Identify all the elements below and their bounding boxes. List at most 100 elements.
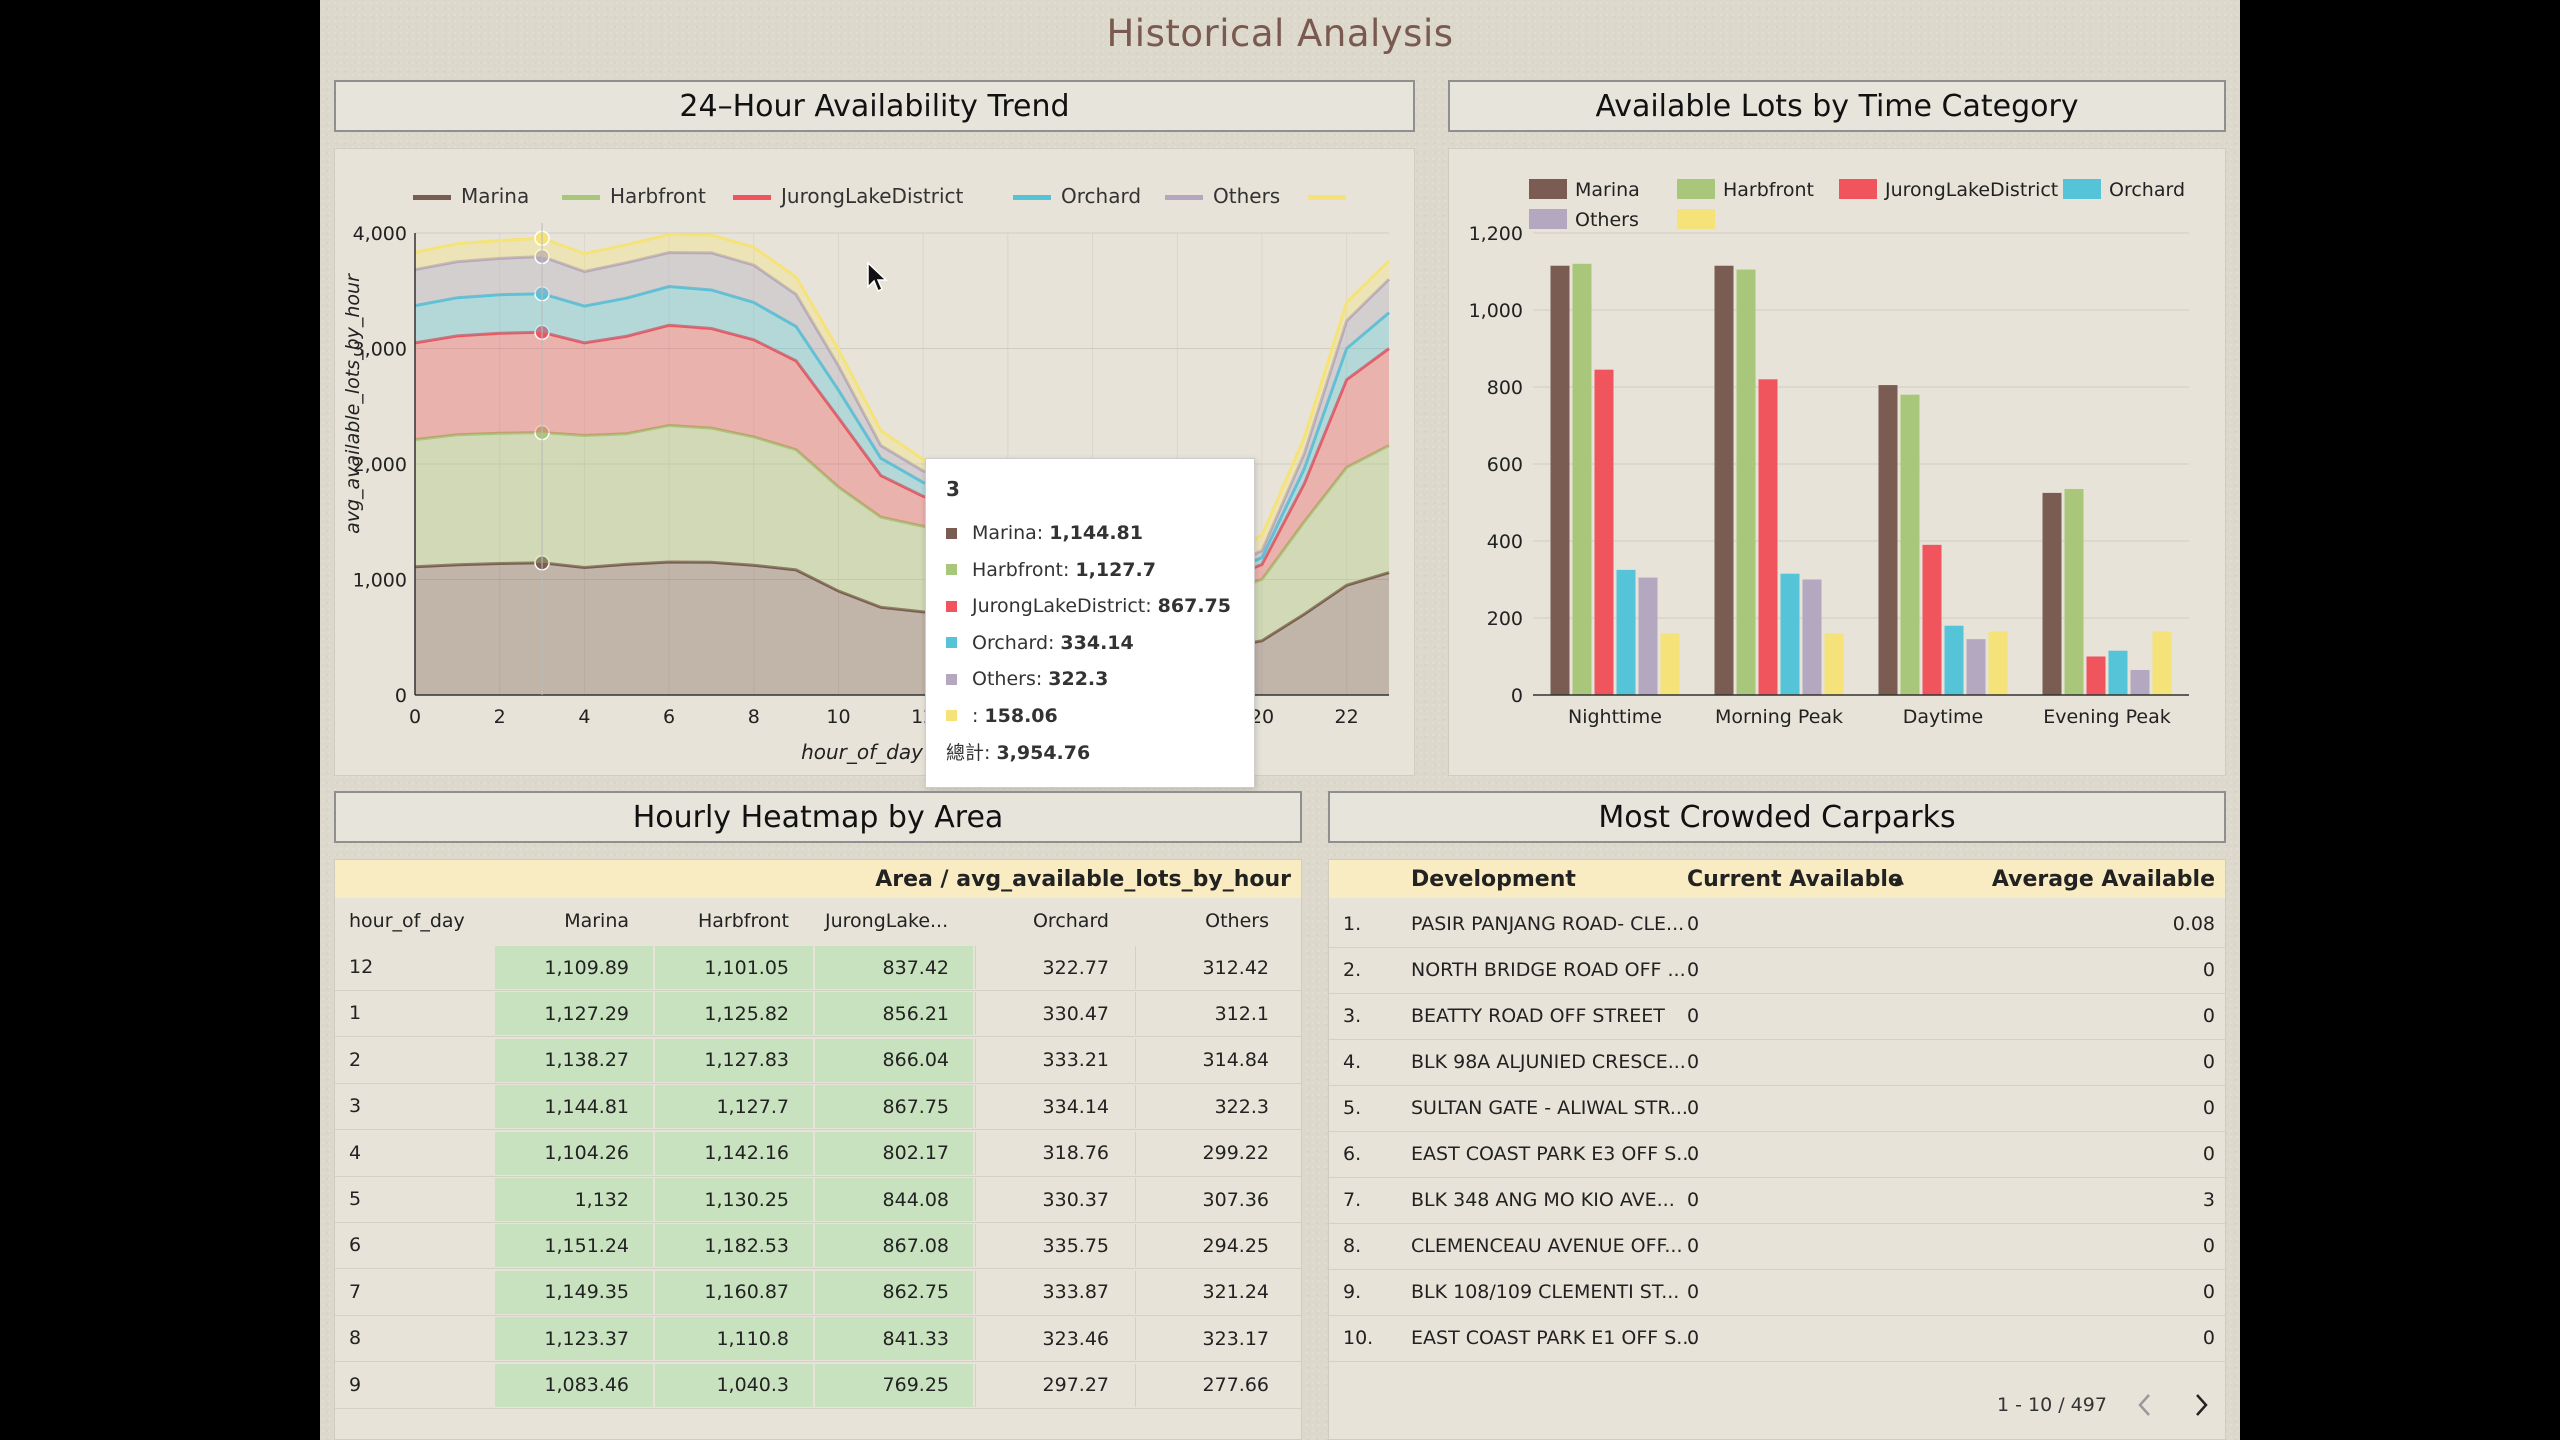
heatmap-cell: 844.08 xyxy=(815,1178,973,1221)
list-item[interactable]: 10. EAST COAST PARK E1 OFF S... 0 0 xyxy=(1329,1315,2225,1362)
x-axis-label: hour_of_day xyxy=(801,740,924,764)
sort-ascending-icon[interactable]: ▲ xyxy=(1894,872,1904,887)
bar[interactable] xyxy=(1988,631,2008,695)
legend-item[interactable]: Others xyxy=(1529,209,1639,231)
rank: 2. xyxy=(1343,959,1362,981)
bar[interactable] xyxy=(1736,269,1756,695)
average-available: 0 xyxy=(2202,959,2215,981)
tooltip-row-value: 322.3 xyxy=(1048,668,1109,691)
heatmap-cell: 837.42 xyxy=(815,946,973,989)
bar[interactable] xyxy=(2130,669,2150,695)
bar[interactable] xyxy=(1966,639,1986,695)
bar[interactable] xyxy=(2064,489,2084,695)
legend-item[interactable]: Harbfront xyxy=(562,184,706,208)
x-tick-label: 0 xyxy=(409,706,421,728)
bar[interactable] xyxy=(1900,394,1920,695)
bar[interactable] xyxy=(1616,569,1636,695)
tooltip-total-label: 總計: xyxy=(946,742,991,764)
list-item[interactable]: 8. CLEMENCEAU AVENUE OFF... 0 0 xyxy=(1329,1223,2225,1270)
area-series[interactable] xyxy=(415,252,1389,577)
col-development[interactable]: Development xyxy=(1411,866,1576,892)
legend-label: Others xyxy=(1213,184,1280,208)
list-item[interactable]: 1. PASIR PANJANG ROAD- CLE... 0 0.08 xyxy=(1329,901,2225,948)
heatmap-cell: 1,104.26 xyxy=(495,1131,653,1175)
development-name: BEATTY ROAD OFF STREET xyxy=(1411,1005,1665,1027)
tooltip-row-label: Harbfront: xyxy=(972,558,1070,581)
heatmap-column-5[interactable]: Others xyxy=(1205,910,1269,932)
list-item[interactable]: 2. NORTH BRIDGE ROAD OFF ... 0 0 xyxy=(1329,947,2225,994)
col-current-available[interactable]: Current Available xyxy=(1687,866,1903,892)
category-chart[interactable]: Marina Harbfront JurongLakeDistrict Orchard… xyxy=(1449,149,2227,777)
bar[interactable] xyxy=(1714,265,1734,695)
legend-item[interactable] xyxy=(1677,209,1715,229)
legend-item[interactable]: Orchard xyxy=(1013,184,1141,208)
heatmap-column-3[interactable]: JurongLake... xyxy=(825,910,949,932)
legend-item[interactable]: Marina xyxy=(1529,179,1640,201)
bar[interactable] xyxy=(2042,492,2062,695)
heatmap-cell: 1,160.87 xyxy=(655,1270,813,1314)
list-item[interactable]: 4. BLK 98A ALJUNIED CRESCE... 0 0 xyxy=(1329,1039,2225,1086)
heatmap-column-1[interactable]: Marina xyxy=(564,910,629,932)
development-name: SULTAN GATE - ALIWAL STR... xyxy=(1411,1097,1688,1119)
next-page-icon[interactable] xyxy=(2191,1392,2211,1418)
bar[interactable] xyxy=(1758,379,1778,695)
y-tick-label: 4,000 xyxy=(353,223,407,245)
tooltip-swatch xyxy=(946,600,957,612)
list-item[interactable]: 5. SULTAN GATE - ALIWAL STR... 0 0 xyxy=(1329,1085,2225,1132)
bar[interactable] xyxy=(1550,265,1570,695)
average-available: 0 xyxy=(2202,1051,2215,1073)
legend-item[interactable]: Others xyxy=(1165,184,1280,208)
bar[interactable] xyxy=(1638,577,1658,695)
tooltip-total-value: 3,954.76 xyxy=(996,742,1091,764)
heatmap-cell: 8 xyxy=(349,1327,362,1350)
bar[interactable] xyxy=(1594,369,1614,695)
bar[interactable] xyxy=(2086,656,2106,696)
list-item[interactable]: 9. BLK 108/109 CLEMENTI ST... 0 0 xyxy=(1329,1269,2225,1316)
heatmap-cell: 1,127.29 xyxy=(495,992,653,1036)
heatmap-cell: 299.22 xyxy=(1135,1131,1293,1175)
heatmap-column-4[interactable]: Orchard xyxy=(1032,910,1109,932)
heatmap-cell: 1,110.8 xyxy=(655,1317,813,1361)
prev-page-icon[interactable] xyxy=(2135,1392,2155,1418)
bar[interactable] xyxy=(1780,573,1800,695)
bar[interactable] xyxy=(2108,650,2128,695)
rank: 3. xyxy=(1343,1005,1362,1027)
bar[interactable] xyxy=(1824,633,1844,695)
col-average-available[interactable]: Average Available xyxy=(1991,866,2215,892)
tooltip-row-label: Others: xyxy=(972,668,1043,691)
heatmap-column-2[interactable]: Harbfront xyxy=(697,910,789,932)
legend-item[interactable] xyxy=(1308,195,1346,200)
bar[interactable] xyxy=(1572,263,1592,695)
development-name: BLK 108/109 CLEMENTI ST... xyxy=(1411,1281,1680,1303)
bar[interactable] xyxy=(1802,579,1822,696)
bar[interactable] xyxy=(1944,625,1964,695)
bar[interactable] xyxy=(1878,385,1898,695)
heatmap-cell: 1,132 xyxy=(495,1178,653,1221)
heatmap-cell: 802.17 xyxy=(815,1131,973,1175)
legend-label: JurongLakeDistrict xyxy=(1884,179,2058,201)
page-title: Historical Analysis xyxy=(1106,12,1454,55)
legend-item[interactable]: JurongLakeDistrict xyxy=(733,184,964,208)
legend-swatch xyxy=(733,195,771,200)
bar[interactable] xyxy=(1922,544,1942,695)
area-series[interactable] xyxy=(415,286,1389,582)
bar[interactable] xyxy=(1660,633,1680,695)
trend-tooltip: 3 Marina: 1,144.81 Harbfront: 1,127.7 Jurong… xyxy=(925,458,1255,788)
table-row: 12 1,109.89 1,101.05 837.42 322.77 312.42 xyxy=(335,944,1301,991)
legend-item[interactable]: Marina xyxy=(413,184,529,208)
area-series[interactable] xyxy=(415,325,1389,594)
list-item[interactable]: 3. BEATTY ROAD OFF STREET 0 0 xyxy=(1329,993,2225,1040)
heatmap-cell: 1,144.81 xyxy=(495,1085,653,1129)
tooltip-swatch xyxy=(946,673,957,685)
legend-item[interactable]: JurongLakeDistrict xyxy=(1839,179,2058,201)
legend-swatch xyxy=(562,195,600,200)
tooltip-row-label: Orchard: xyxy=(972,631,1055,654)
heatmap-cell: 322.3 xyxy=(1135,1085,1293,1129)
bar[interactable] xyxy=(2152,631,2172,695)
list-item[interactable]: 6. EAST COAST PARK E3 OFF S... 0 0 xyxy=(1329,1131,2225,1178)
heatmap-column-0[interactable]: hour_of_day xyxy=(349,910,465,932)
list-item[interactable]: 7. BLK 348 ANG MO KIO AVE... 0 3 xyxy=(1329,1177,2225,1224)
legend-item[interactable]: Orchard xyxy=(2063,179,2185,201)
legend-item[interactable]: Harbfront xyxy=(1677,179,1814,201)
x-tick-label: 10 xyxy=(826,706,850,728)
